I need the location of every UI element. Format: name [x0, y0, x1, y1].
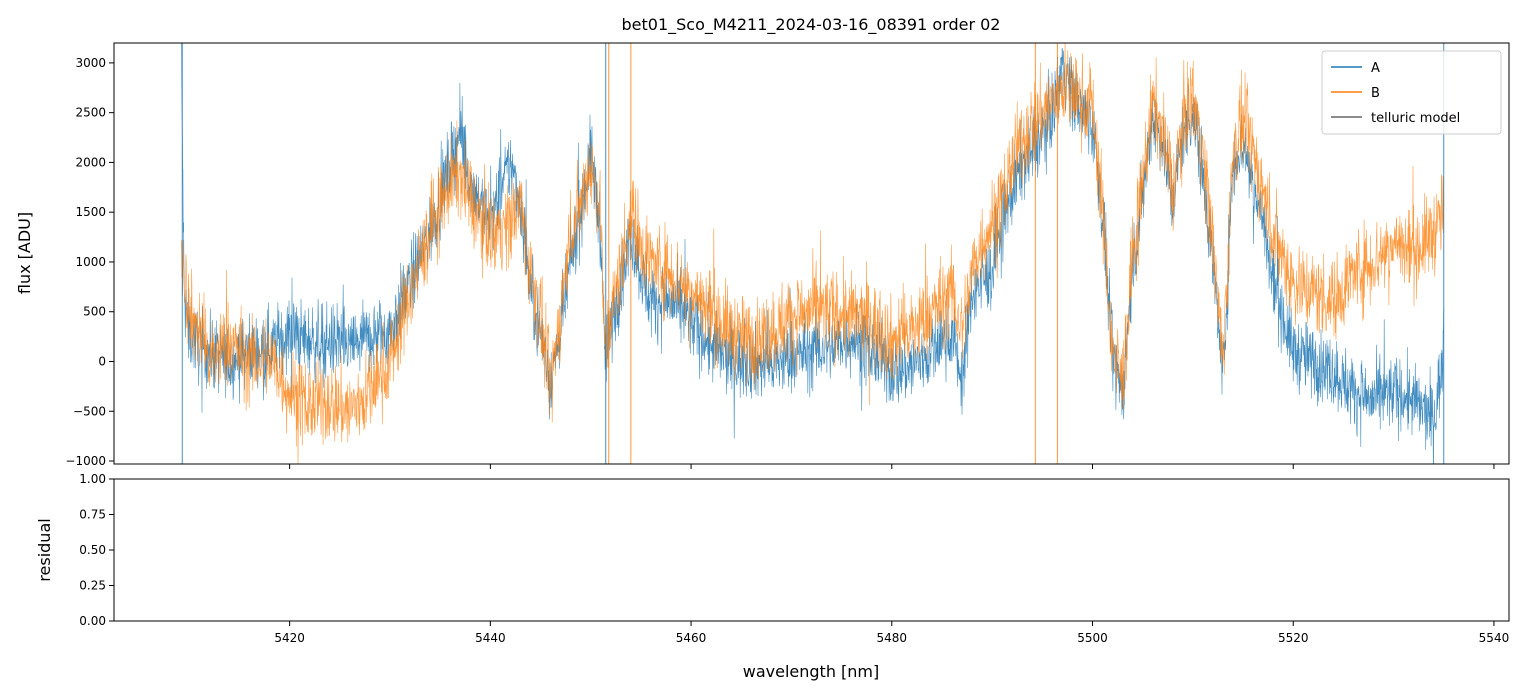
flux-y-tick-label: 500 [83, 305, 106, 319]
flux-y-tick-label: 1500 [75, 205, 106, 219]
flux-axes-frame [113, 42, 1510, 465]
flux-series-group [180, 43, 1445, 464]
residual-y-tick-label: 0.50 [79, 543, 106, 557]
flux-y-tick-label: 1000 [75, 255, 106, 269]
legend-box [1321, 50, 1502, 135]
residual-panel: 0.00 0.25 0.50 0.75 1.00 5420 5440 5460 5480 550… [35, 472, 1510, 645]
flux-y-tick-label: 0 [98, 354, 106, 368]
residual-y-tick-label: 0.25 [79, 579, 106, 593]
flux-x-ticks [289, 464, 1495, 469]
residual-y-axis-label: residual [35, 518, 54, 581]
legend-label: telluric model [1371, 111, 1460, 126]
flux-y-ticks: −1000 −500 0 500 1000 1500 2000 2500 3000 [65, 56, 114, 468]
chart-title: bet01_Sco_M4211_2024-03-16_08391 order 0… [622, 15, 1001, 35]
residual-y-tick-label: 0.00 [79, 614, 106, 628]
flux-y-tick-label: 3000 [75, 56, 106, 70]
x-tick-label: 5500 [1077, 631, 1108, 645]
legend-label: B [1371, 86, 1380, 101]
residual-y-tick-label: 0.75 [79, 508, 106, 522]
residual-y-tick-label: 1.00 [79, 472, 106, 486]
flux-panel: −1000 −500 0 500 1000 1500 2000 2500 3000 flux [… [15, 42, 1510, 469]
x-tick-label: 5420 [274, 631, 305, 645]
residual-x-ticks: 5420 5440 5460 5480 5500 5520 5540 [274, 621, 1509, 645]
x-tick-label: 5480 [877, 631, 908, 645]
legend-label: A [1371, 61, 1380, 76]
flux-y-axis-label: flux [ADU] [15, 212, 34, 294]
flux-y-tick-label: 2000 [75, 155, 106, 169]
x-tick-label: 5460 [676, 631, 707, 645]
series-line-b [180, 43, 1445, 464]
flux-y-tick-label: −1000 [65, 454, 106, 468]
x-tick-label: 5440 [475, 631, 506, 645]
residual-y-ticks: 0.00 0.25 0.50 0.75 1.00 [79, 472, 114, 628]
x-tick-label: 5540 [1479, 631, 1510, 645]
x-tick-label: 5520 [1278, 631, 1309, 645]
x-axis-label: wavelength [nm] [743, 662, 880, 681]
flux-y-tick-label: 2500 [75, 106, 106, 120]
flux-y-tick-label: −500 [73, 404, 106, 418]
residual-plot-area [113, 478, 1510, 622]
